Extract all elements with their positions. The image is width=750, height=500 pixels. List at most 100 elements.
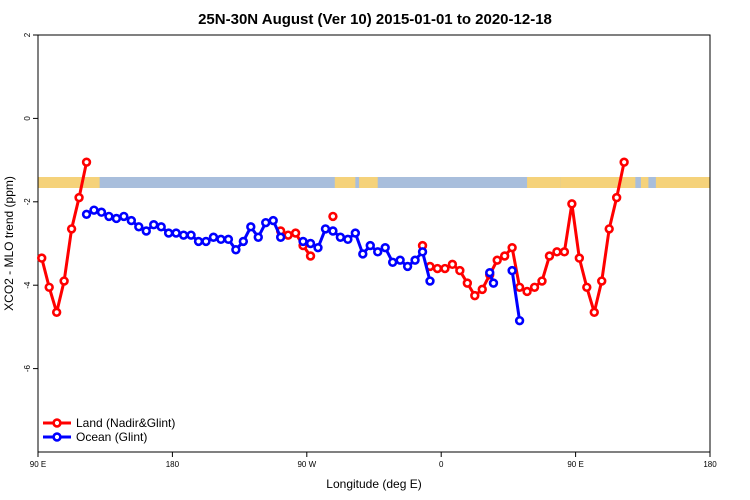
data-point — [104, 211, 114, 222]
data-point — [432, 263, 443, 274]
y-tick-label: -2 — [23, 198, 32, 206]
legend-marker — [52, 432, 62, 442]
data-point — [425, 276, 435, 286]
data-point — [488, 278, 499, 288]
data-point — [305, 251, 316, 261]
data-point — [59, 276, 69, 286]
x-tick-label: 90 W — [297, 460, 316, 469]
data-point — [74, 192, 84, 203]
data-point — [477, 284, 487, 295]
data-point — [395, 255, 405, 265]
data-point — [268, 215, 278, 226]
data-point — [485, 267, 495, 278]
data-point — [402, 261, 413, 272]
data-point — [96, 207, 107, 217]
x-tick-label: 90 E — [30, 460, 46, 469]
data-point — [335, 232, 346, 242]
y-tick-label: -4 — [23, 281, 32, 289]
data-point — [611, 192, 622, 203]
data-point — [447, 259, 458, 270]
data-point — [455, 265, 465, 276]
data-point — [462, 278, 473, 288]
x-axis-label: Longitude (deg E) — [326, 477, 421, 491]
y-axis-label: XCO2 - MLO trend (ppm) — [2, 176, 16, 311]
data-point — [380, 242, 390, 253]
data-point — [208, 232, 219, 242]
data-point — [134, 222, 144, 232]
data-point — [492, 255, 502, 265]
data-point — [44, 282, 54, 292]
data-point — [66, 224, 77, 234]
x-tick-label: 90 E — [567, 460, 583, 469]
legend-label: Land (Nadir&Glint) — [76, 416, 175, 430]
data-point — [178, 230, 189, 240]
x-tick-label: 0 — [439, 460, 444, 469]
legend-marker — [52, 418, 62, 428]
data-point — [141, 226, 151, 236]
data-point — [387, 257, 398, 267]
data-point — [223, 234, 234, 245]
data-point — [365, 240, 375, 251]
mask-land — [560, 177, 636, 188]
data-point — [275, 232, 286, 242]
data-point — [507, 265, 517, 276]
data-point — [559, 247, 570, 257]
mask-land — [527, 177, 561, 188]
data-point — [619, 157, 629, 167]
series-land — [37, 157, 629, 318]
series-line — [510, 270, 522, 321]
data-point — [126, 215, 137, 226]
data-point — [544, 251, 555, 261]
chart-title: 25N-30N August (Ver 10) 2015-01-01 to 20… — [198, 11, 552, 28]
data-point — [81, 157, 92, 167]
data-point — [89, 205, 99, 215]
data-point — [410, 255, 420, 265]
data-point — [537, 276, 547, 286]
data-point — [163, 228, 174, 238]
y-tick-label: 0 — [23, 116, 32, 121]
data-point — [246, 222, 256, 232]
mask-land — [359, 177, 378, 188]
series-ocean — [81, 205, 525, 326]
mask-land — [655, 177, 710, 188]
mask-land — [38, 177, 100, 188]
data-point — [574, 253, 585, 263]
data-point — [81, 209, 92, 220]
data-point — [514, 315, 525, 326]
data-point — [373, 247, 383, 257]
data-point — [253, 232, 263, 242]
data-point — [589, 307, 599, 318]
legend-label: Ocean (Glint) — [76, 430, 147, 444]
data-point — [261, 217, 271, 228]
data-point — [507, 242, 517, 253]
data-point — [313, 242, 323, 253]
data-point — [582, 282, 592, 292]
data-point — [119, 211, 129, 222]
data-point — [417, 247, 428, 257]
data-point — [604, 224, 614, 234]
data-point — [343, 234, 353, 245]
mask-land — [640, 177, 649, 188]
data-point — [149, 220, 159, 230]
data-point — [305, 238, 316, 249]
data-point — [201, 236, 211, 247]
data-point — [37, 253, 47, 263]
data-point — [238, 236, 249, 247]
data-point — [290, 228, 301, 238]
data-point — [328, 226, 338, 236]
data-point — [328, 211, 338, 222]
x-tick-label: 180 — [703, 460, 717, 469]
data-point — [283, 230, 293, 240]
data-point — [231, 245, 241, 255]
data-point — [597, 276, 607, 286]
data-point — [552, 247, 562, 257]
data-point — [358, 249, 368, 259]
x-tick-label: 180 — [166, 460, 180, 469]
data-point — [156, 222, 166, 232]
mask-land — [334, 177, 356, 188]
data-point — [529, 282, 540, 292]
data-point — [522, 286, 532, 297]
data-point — [514, 282, 525, 292]
